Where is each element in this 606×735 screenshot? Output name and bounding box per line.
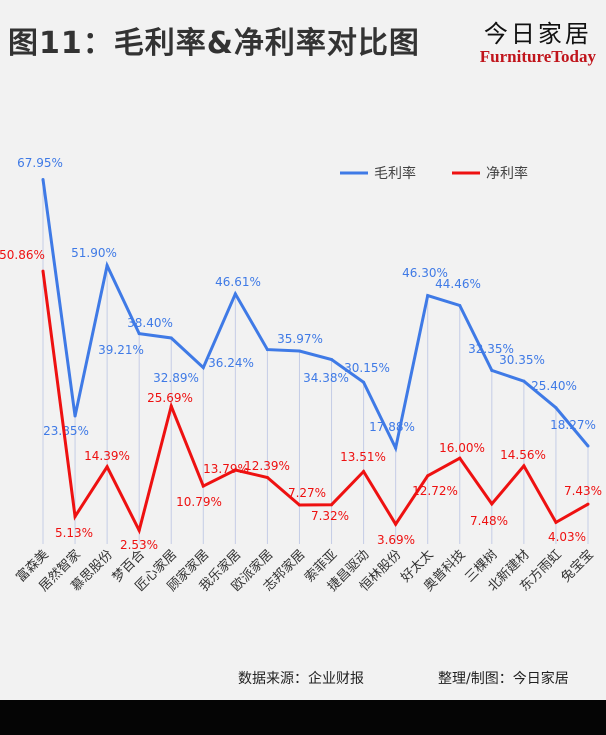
data-point <box>41 269 45 273</box>
data-point <box>330 358 334 362</box>
data-source: 数据来源：企业财报 <box>238 671 364 687</box>
logo: 今日家居 FurnitureToday <box>480 14 596 67</box>
data-label: 14.56% <box>500 448 546 462</box>
data-label: 38.40% <box>127 316 173 330</box>
data-label: 2.53% <box>120 538 158 552</box>
data-point <box>201 366 205 370</box>
data-point <box>426 474 430 478</box>
data-label: 46.61% <box>215 275 261 289</box>
data-point <box>297 349 301 353</box>
data-point <box>554 520 558 524</box>
data-label: 17.88% <box>369 420 415 434</box>
logo-cn: 今日家居 <box>483 20 592 48</box>
data-point <box>586 444 590 448</box>
data-label: 4.03% <box>548 530 586 544</box>
data-point <box>522 464 526 468</box>
data-point <box>490 368 494 372</box>
data-point <box>105 264 109 268</box>
data-point <box>522 379 526 383</box>
data-label: 5.13% <box>55 526 93 540</box>
data-point <box>362 470 366 474</box>
data-point <box>73 414 77 418</box>
data-label: 18.27% <box>550 418 596 432</box>
bottom-bar <box>0 700 606 735</box>
data-label: 32.89% <box>153 371 199 385</box>
data-label: 14.39% <box>84 449 130 463</box>
legend-label: 毛利率 <box>374 165 416 182</box>
data-point <box>265 476 269 480</box>
data-label: 35.97% <box>277 332 323 346</box>
data-point <box>233 468 237 472</box>
data-label: 3.69% <box>377 533 415 547</box>
series-line-gross-margin <box>41 179 590 453</box>
data-point <box>490 502 494 506</box>
data-label: 30.35% <box>499 353 545 367</box>
data-label: 7.32% <box>311 509 349 523</box>
data-point <box>137 332 141 336</box>
data-point <box>169 336 173 340</box>
data-point <box>554 406 558 410</box>
data-point <box>330 503 334 507</box>
data-point <box>105 465 109 469</box>
data-point <box>169 404 173 408</box>
data-point <box>297 503 301 507</box>
data-label: 7.27% <box>288 486 326 500</box>
data-point <box>394 522 398 526</box>
data-label: 51.90% <box>71 246 117 260</box>
data-label: 12.39% <box>244 459 290 473</box>
data-point <box>41 177 45 181</box>
data-point <box>137 528 141 532</box>
series-line-net-margin <box>41 270 589 535</box>
chart-title: 图11：毛利率&净利率对比图 <box>8 26 420 61</box>
data-label: 36.24% <box>208 356 254 370</box>
data-point <box>394 446 398 450</box>
data-label: 39.21% <box>98 343 144 357</box>
data-label: 32.35% <box>468 342 514 356</box>
data-label: 44.46% <box>435 277 481 291</box>
data-label: 25.40% <box>531 379 577 393</box>
data-point <box>426 294 430 298</box>
data-label: 34.38% <box>303 371 349 385</box>
data-label: 23.85% <box>43 424 89 438</box>
data-point <box>586 502 590 506</box>
data-label: 67.95% <box>17 156 63 170</box>
data-label: 46.30% <box>402 266 448 280</box>
data-point <box>73 514 77 518</box>
logo-en: FurnitureToday <box>479 47 596 66</box>
data-point <box>458 456 462 460</box>
data-point <box>233 292 237 296</box>
data-point <box>458 303 462 307</box>
category-label: 兔宝宝 <box>559 547 597 585</box>
data-label: 12.72% <box>412 484 458 498</box>
data-label: 13.51% <box>340 450 386 464</box>
legend-label: 净利率 <box>486 165 528 182</box>
data-label: 30.15% <box>344 361 390 375</box>
data-label: 13.79% <box>203 462 249 476</box>
data-label: 16.00% <box>439 441 485 455</box>
data-label: 7.48% <box>470 514 508 528</box>
data-point <box>201 484 205 488</box>
data-label: 50.86% <box>0 248 45 262</box>
data-label: 7.43% <box>564 484 602 498</box>
chart-credit: 整理/制图：今日家居 <box>438 671 569 687</box>
data-point <box>265 348 269 352</box>
data-label: 10.79% <box>176 495 222 509</box>
line-chart: 67.95% 23.85% 51.90% 39.21% 38.40% 32.89% 46.6… <box>0 156 602 595</box>
data-point <box>362 380 366 384</box>
data-label: 25.69% <box>147 391 193 405</box>
